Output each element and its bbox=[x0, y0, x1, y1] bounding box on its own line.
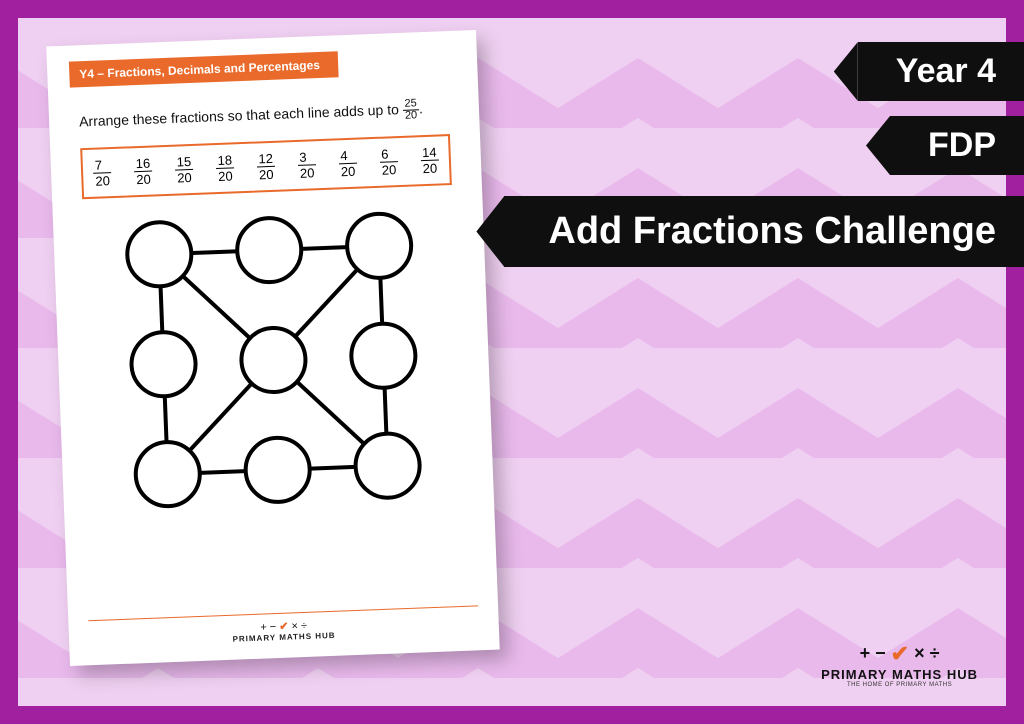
worksheet-footer: + − ✔ × ÷ PRIMARY MATHS HUB bbox=[68, 605, 499, 650]
brand-logo: + − ✔ × ÷ PRIMARY MATHS HUB THE HOME OF … bbox=[821, 639, 978, 688]
fraction-item: 720 bbox=[93, 157, 113, 189]
fraction-item: 320 bbox=[297, 149, 317, 181]
target-fraction: 25 20 bbox=[402, 98, 419, 122]
instruction-suffix: . bbox=[419, 100, 424, 116]
fraction-item: 1520 bbox=[174, 154, 194, 186]
fraction-item: 1420 bbox=[420, 145, 440, 177]
fraction-item: 420 bbox=[338, 148, 358, 180]
fraction-item: 1820 bbox=[215, 152, 235, 184]
fractions-list: 720 1620 1520 1820 1220 320 420 620 1420 bbox=[80, 134, 452, 199]
worksheet-banner: Y4 – Fractions, Decimals and Percentages bbox=[69, 51, 339, 87]
brand-logo-icons: + − ✔ × ÷ bbox=[821, 639, 978, 665]
tag-title: Add Fractions Challenge bbox=[504, 196, 1024, 267]
worksheet-instruction: Arrange these fractions so that each lin… bbox=[79, 97, 454, 134]
fraction-item: 1220 bbox=[256, 151, 276, 183]
instruction-prefix: Arrange these fractions so that each lin… bbox=[79, 101, 403, 129]
tag-year: Year 4 bbox=[858, 42, 1024, 101]
worksheet-page: Y4 – Fractions, Decimals and Percentages… bbox=[46, 30, 499, 666]
fraction-item: 1620 bbox=[133, 156, 153, 188]
fraction-item: 620 bbox=[379, 146, 399, 178]
brand-logo-sub: THE HOME OF PRIMARY MATHS bbox=[821, 682, 978, 688]
tag-topic: FDP bbox=[890, 116, 1024, 175]
puzzle-diagram bbox=[118, 204, 429, 515]
thumbnail-frame: Year 4 FDP Add Fractions Challenge Y4 – … bbox=[0, 0, 1024, 724]
brand-logo-name: PRIMARY MATHS HUB bbox=[821, 667, 978, 682]
